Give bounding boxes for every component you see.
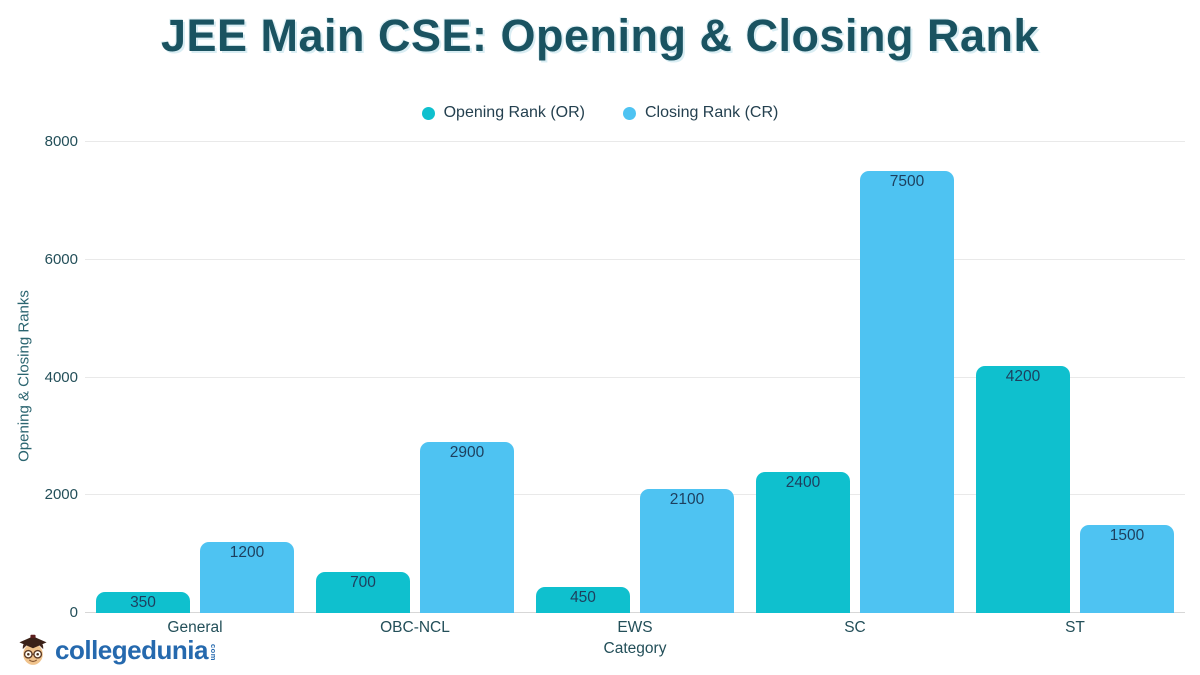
- bar-opening-rank-SC: 2400: [756, 471, 850, 613]
- bar-opening-rank-OBC-NCL: 700: [316, 571, 410, 613]
- bar-value-label: 4200: [1005, 367, 1041, 385]
- gridline-0: [85, 612, 1185, 613]
- opening-rank-dot-icon: [421, 106, 435, 120]
- bar-value-label: 2100: [669, 491, 705, 509]
- plot-area: 0 2000 4000 6000 8000 350 1200 General 700 2900 OB…: [45, 133, 1185, 636]
- logo-text: collegedunia: [55, 634, 208, 665]
- legend: Opening Rank (OR) Closing Rank (CR): [0, 104, 1200, 122]
- x-axis-title: Category: [603, 640, 667, 657]
- bar-opening-rank-ST: 4200: [976, 365, 1070, 613]
- bar-value-label: 2400: [785, 473, 821, 491]
- bar-value-label: 350: [130, 594, 156, 612]
- bar-value-label: 450: [570, 588, 596, 606]
- legend-label: Opening Rank (OR): [443, 104, 585, 121]
- gridline-4000: [85, 376, 1185, 378]
- y-tick-label: 2000: [44, 486, 78, 504]
- y-axis-title: Opening & Closing Ranks: [15, 290, 33, 462]
- y-tick-label: 6000: [44, 250, 78, 268]
- x-tick-label-General: General: [167, 619, 223, 636]
- bar-value-label: 700: [350, 573, 376, 591]
- bar-closing-rank-ST: 1500: [1080, 524, 1174, 613]
- legend-item-closing-rank: Closing Rank (CR): [623, 104, 778, 122]
- gridline-8000: [85, 141, 1185, 142]
- bar-value-label: 7500: [889, 173, 925, 191]
- closing-rank-dot-icon: [623, 106, 636, 120]
- bar-closing-rank-OBC-NCL: 2900: [420, 442, 514, 613]
- bar-opening-rank-EWS: 450: [536, 586, 630, 613]
- bar-value-label: 1200: [229, 544, 265, 562]
- legend-item-opening-rank: Opening Rank (OR): [421, 104, 585, 122]
- y-tick-label: 0: [69, 604, 78, 621]
- bar-value-label: 1500: [1109, 526, 1145, 544]
- logo-tld: com: [208, 643, 218, 661]
- y-tick-label: 8000: [44, 133, 78, 150]
- bar-opening-rank-General: 350: [96, 592, 190, 613]
- y-tick-label: 4000: [44, 368, 78, 386]
- bar-closing-rank-General: 1200: [200, 542, 294, 613]
- mascot-icon: [19, 634, 47, 665]
- bar-value-label: 2900: [449, 444, 485, 462]
- legend-label: Closing Rank (CR): [645, 104, 779, 121]
- x-tick-label-SC: SC: [844, 619, 866, 636]
- x-tick-label-OBC-NCL: OBC-NCL: [380, 619, 450, 636]
- x-tick-label-EWS: EWS: [617, 619, 653, 636]
- x-tick-label-ST: ST: [1065, 619, 1085, 636]
- gridline-6000: [85, 258, 1185, 260]
- gridline-2000: [85, 494, 1185, 496]
- bar-closing-rank-SC: 7500: [860, 171, 954, 613]
- collegedunia-logo: collegedunia com: [16, 632, 218, 668]
- bar-closing-rank-EWS: 2100: [640, 489, 734, 613]
- chart-title: JEE Main CSE: Opening & Closing Rank: [160, 10, 1040, 61]
- logo-wordmark: collegedunia com: [55, 635, 218, 666]
